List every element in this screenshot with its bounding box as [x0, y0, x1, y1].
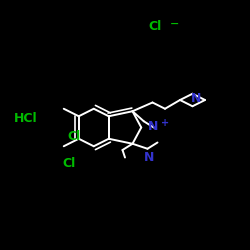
- Text: Cl: Cl: [62, 157, 76, 170]
- Text: HCl: HCl: [14, 112, 38, 125]
- Text: Cl: Cl: [68, 130, 81, 143]
- Text: N: N: [191, 92, 202, 105]
- Text: +: +: [161, 118, 170, 128]
- Text: −: −: [170, 19, 179, 29]
- Text: N: N: [144, 151, 154, 164]
- Text: Cl: Cl: [149, 20, 162, 33]
- Text: N: N: [148, 120, 158, 133]
